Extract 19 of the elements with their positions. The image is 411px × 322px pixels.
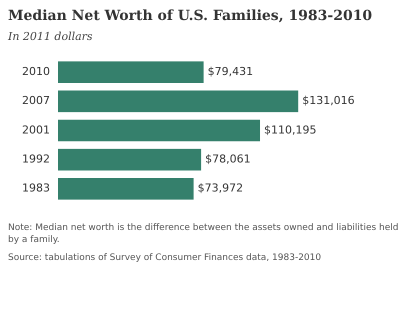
bar bbox=[58, 148, 202, 170]
y-tick-label: 2001 bbox=[22, 123, 50, 136]
y-tick-label: 1992 bbox=[22, 152, 50, 166]
data-label: $78,061 bbox=[205, 152, 251, 166]
y-tick-label: 2010 bbox=[22, 65, 50, 78]
chart-title: Median Net Worth of U.S. Families, 1983-2010 bbox=[8, 8, 374, 24]
data-label: $79,431 bbox=[208, 65, 254, 78]
bar bbox=[58, 90, 298, 112]
bar bbox=[58, 120, 260, 142]
data-label: $131,016 bbox=[302, 94, 355, 108]
y-tick-label: 1983 bbox=[22, 182, 50, 195]
bar bbox=[58, 178, 194, 200]
source-note: Source: tabulations of Survey of Consumer Finances data, 1983-2010 bbox=[8, 252, 322, 264]
data-label: $73,972 bbox=[198, 182, 244, 195]
chart-subtitle: In 2011 dollars bbox=[8, 30, 94, 43]
y-tick-label: 2007 bbox=[22, 94, 50, 108]
data-label: $110,195 bbox=[264, 123, 317, 136]
text: Note: Median net worth is the difference between the assets owned and liabilities held by a family. bbox=[8, 222, 400, 246]
bar bbox=[58, 61, 204, 83]
